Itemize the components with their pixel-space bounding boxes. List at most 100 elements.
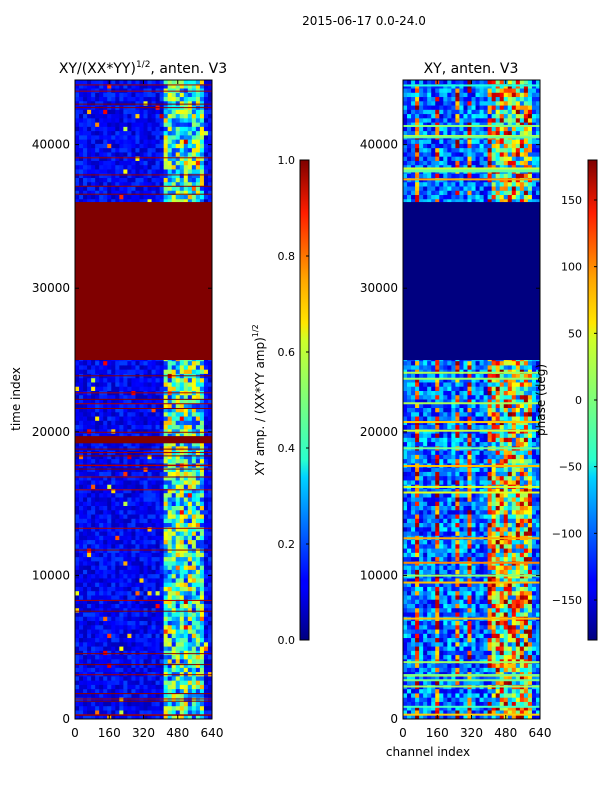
heatmap-cell [135, 646, 140, 652]
heatmap-cell [199, 608, 205, 613]
heatmap-cell [175, 143, 181, 149]
heatmap-cell [167, 531, 173, 537]
heatmap-cell [75, 697, 80, 703]
heatmap-cell [107, 131, 112, 136]
heatmap-cell [195, 118, 201, 123]
heatmap-cell [179, 659, 185, 665]
heatmap-cell [103, 126, 108, 132]
heatmap-cell [115, 97, 120, 102]
heatmap-cell [199, 382, 205, 388]
heatmap-cell [167, 676, 173, 682]
heatmap-cell [83, 488, 88, 494]
heatmap-cell [95, 173, 100, 179]
heatmap-cell [187, 365, 193, 371]
heatmap-cell [131, 603, 136, 609]
heatmap-cell [95, 139, 100, 145]
heatmap-cell [95, 659, 100, 665]
heatmap-cell [163, 493, 169, 498]
heatmap-cell [207, 488, 212, 494]
heatmap-cell [195, 629, 201, 635]
heatmap-cell [95, 531, 100, 537]
heatmap-cell [147, 527, 152, 532]
heatmap-cell [155, 510, 161, 515]
heatmap-cell [95, 680, 100, 686]
heatmap-cell [207, 531, 212, 537]
heatmap-cell [115, 369, 120, 375]
heatmap-cell [163, 574, 169, 579]
heatmap-cell [139, 442, 144, 447]
heatmap-cell [139, 139, 144, 145]
heatmap-cell [143, 497, 148, 503]
heatmap-cell [123, 488, 128, 494]
heatmap-cell [199, 561, 205, 567]
heatmap-cell [95, 186, 100, 192]
left-heatmap [75, 80, 212, 719]
heatmap-cell [115, 582, 120, 588]
heatmap-cell [131, 518, 136, 524]
heatmap-cell [103, 365, 108, 371]
heatmap-cell [83, 565, 88, 571]
heatmap-cell [143, 109, 148, 115]
heatmap-cell [151, 552, 156, 558]
heatmap-cell [107, 552, 112, 558]
heatmap-cell [175, 131, 181, 136]
heatmap-cell [103, 663, 108, 669]
heatmap-cell [131, 693, 136, 699]
heatmap-cell [167, 365, 173, 371]
heatmap-cell [99, 642, 104, 647]
heatmap-cell [123, 621, 128, 626]
heatmap-cell [135, 101, 140, 106]
heatmap-cell [95, 395, 100, 400]
heatmap-cell [179, 399, 185, 405]
heatmap-cell [127, 365, 132, 371]
heatmap-cell [207, 386, 212, 392]
heatmap-cell [139, 552, 144, 558]
heatmap-cell [99, 638, 104, 643]
heatmap-cell [127, 361, 132, 366]
heatmap-cell [135, 514, 140, 520]
heatmap-cell [107, 557, 112, 562]
heatmap-cell [107, 173, 112, 179]
heatmap-cell [159, 638, 165, 643]
heatmap-cell [203, 616, 209, 622]
heatmap-cell [163, 659, 169, 665]
heatmap-cell [143, 425, 148, 430]
heatmap-cell [163, 369, 169, 375]
heatmap-cell [83, 160, 88, 166]
heatmap-cell [147, 97, 152, 102]
heatmap-cell [107, 190, 112, 196]
heatmap-cell [175, 152, 181, 158]
heatmap-cell [131, 501, 136, 507]
heatmap-cell [99, 629, 104, 635]
heatmap-cell [167, 523, 173, 528]
heatmap-cell [207, 122, 212, 128]
heatmap-cell [111, 169, 116, 175]
heatmap-cell [119, 416, 124, 422]
heatmap-cell [99, 386, 104, 392]
heatmap-cell [75, 689, 80, 694]
heatmap-cell [183, 118, 189, 123]
heatmap-cell [87, 689, 92, 694]
heatmap-cell [107, 578, 112, 584]
heatmap-cell [119, 642, 124, 647]
heatmap-cell [103, 540, 108, 545]
heatmap-cell [191, 403, 197, 409]
heatmap-cell [103, 693, 108, 699]
heatmap-cell [159, 152, 165, 158]
heatmap-cell [95, 190, 100, 196]
heatmap-cell [127, 565, 132, 571]
heatmap-cell [83, 412, 88, 417]
heatmap-cell [151, 518, 156, 524]
heatmap-cell [83, 416, 88, 422]
heatmap-cell [167, 680, 173, 686]
heatmap-cell [75, 625, 80, 630]
heatmap-cell [127, 697, 132, 703]
heatmap-cell [207, 190, 212, 196]
heatmap-cell [75, 497, 80, 503]
heatmap-cell [87, 659, 92, 665]
heatmap-cell [115, 518, 120, 524]
heatmap-cell [191, 676, 197, 682]
heatmap-cell [191, 101, 197, 106]
heatmap-cell [159, 523, 165, 528]
